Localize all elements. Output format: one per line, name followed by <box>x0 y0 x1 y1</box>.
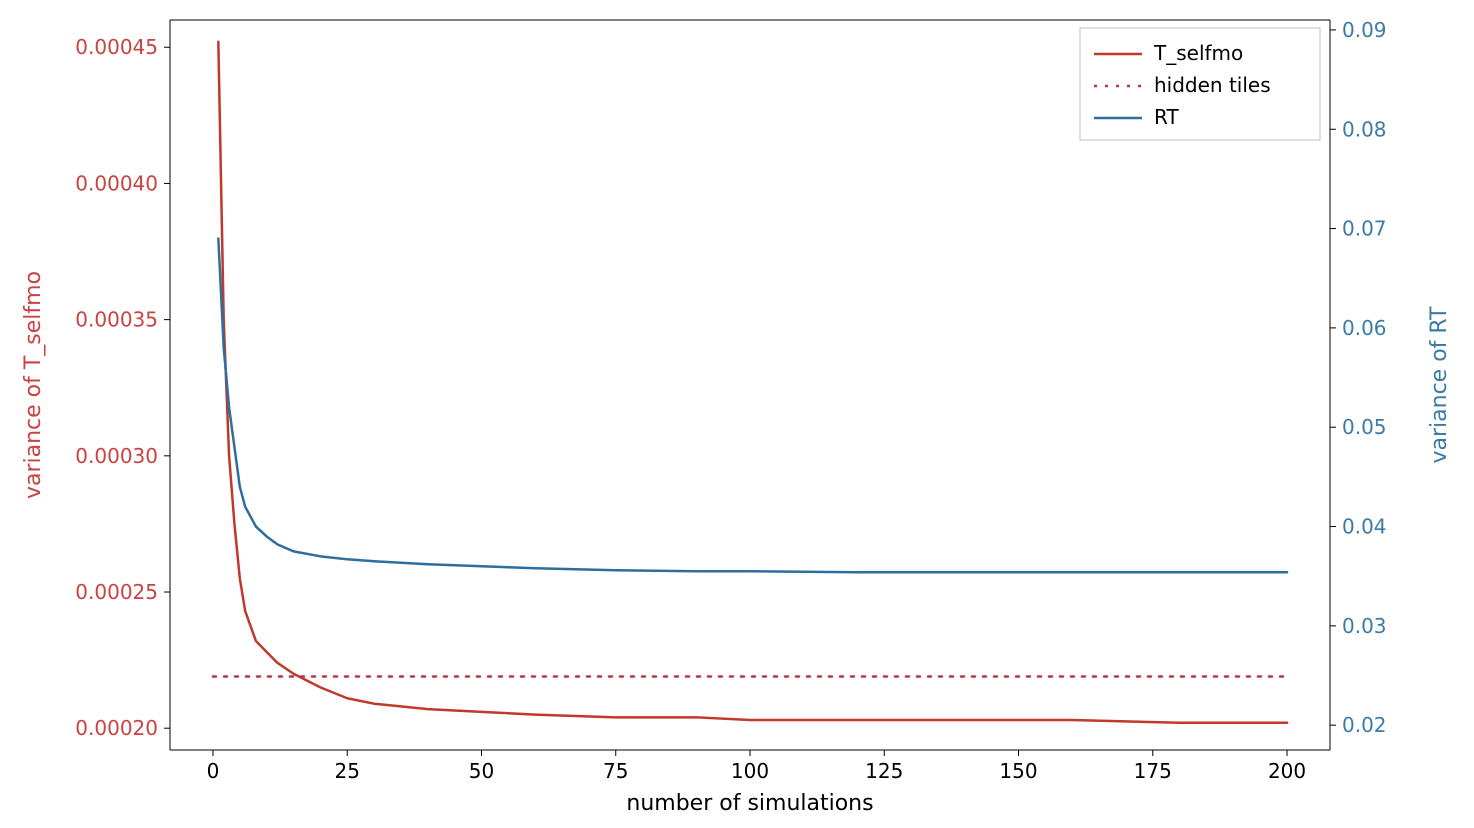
y2-tick-label: 0.06 <box>1342 316 1387 340</box>
y2-tick-label: 0.02 <box>1342 713 1387 737</box>
y1-axis-label: variance of T_selfmo <box>21 271 46 499</box>
legend-label: T_selfmo <box>1153 41 1243 65</box>
y2-tick-label: 0.08 <box>1342 117 1387 141</box>
y2-tick-label: 0.04 <box>1342 515 1387 539</box>
legend-label: hidden tiles <box>1154 73 1271 97</box>
y2-tick-label: 0.05 <box>1342 415 1387 439</box>
y1-tick-label: 0.00030 <box>75 444 158 468</box>
y2-tick-label: 0.07 <box>1342 217 1387 241</box>
variance-chart: 0 25 50 75 100 125 150 175 200 number of simulati… <box>0 0 1474 828</box>
x-tick-label: 50 <box>469 759 494 783</box>
y2-tick-label: 0.09 <box>1342 18 1387 42</box>
x-axis-label: number of simulations <box>626 791 873 816</box>
x-tick-label: 0 <box>207 759 220 783</box>
y1-tick-label: 0.00035 <box>75 308 158 332</box>
y2-axis-label: variance of RT <box>1427 306 1452 464</box>
y1-tick-label: 0.00045 <box>75 35 158 59</box>
legend-label: RT <box>1154 105 1179 129</box>
y1-tick-label: 0.00040 <box>75 171 158 195</box>
x-tick-label: 25 <box>334 759 359 783</box>
x-tick-label: 75 <box>603 759 628 783</box>
x-tick-label: 150 <box>999 759 1037 783</box>
x-tick-label: 100 <box>731 759 769 783</box>
y2-tick-label: 0.03 <box>1342 614 1387 638</box>
y1-tick-label: 0.00025 <box>75 580 158 604</box>
x-tick-label: 175 <box>1134 759 1172 783</box>
x-tick-label: 125 <box>865 759 903 783</box>
y1-tick-label: 0.00020 <box>75 716 158 740</box>
x-tick-label: 200 <box>1268 759 1306 783</box>
